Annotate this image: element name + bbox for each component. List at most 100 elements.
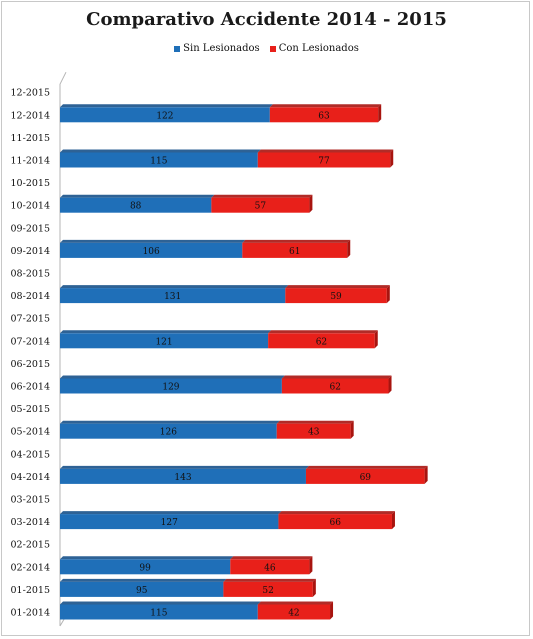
bar-sin-lesionados [60,468,306,484]
legend-swatch-con-lesionados [269,45,276,52]
bar-con-lesionados [305,468,425,484]
category-label: 04-2015 [11,449,50,460]
data-label: 66 [329,518,341,528]
data-label: 42 [288,609,299,619]
bar-side-face [309,556,313,575]
bar-top-face [257,149,394,153]
data-label: 69 [360,473,372,483]
category-label: 05-2014 [11,427,50,438]
bar-con-lesionados [211,197,310,213]
bar-top-face [60,149,261,153]
legend-item-sin-lesionados: Sin Lesionados [174,43,260,54]
bar-side-face [391,511,395,530]
bar-top-face [257,601,334,605]
bar-top-face [60,601,261,605]
bar-side-face [347,239,351,258]
bar-top-face [211,194,313,198]
bar-con-lesionados [285,288,387,304]
category-label: 10-2015 [11,178,50,189]
bar-con-lesionados [230,559,310,575]
bar-top-face [281,375,392,379]
bar-sin-lesionados [60,152,258,168]
bar-con-lesionados [269,107,379,123]
data-label: 62 [329,383,340,393]
bar-top-face [242,239,351,243]
data-label: 143 [174,473,191,483]
data-label: 122 [156,111,173,121]
bar-sin-lesionados [60,514,279,530]
category-label: 06-2015 [11,359,50,370]
bar-side-face [378,104,382,123]
bar-sin-lesionados [60,378,282,394]
bar-side-face [330,601,334,620]
data-label: 57 [255,202,267,212]
bar-top-face [305,465,428,469]
bar-top-face [60,330,272,334]
bar-sin-lesionados [60,197,212,213]
bar-side-face [350,420,354,439]
data-label: 131 [164,292,181,302]
data-label: 77 [318,157,330,167]
bar-sin-lesionados [60,333,269,349]
data-label: 63 [318,111,330,121]
bar-side-face [309,194,313,213]
data-label: 129 [162,383,179,393]
category-label: 06-2014 [11,382,50,393]
bar-sin-lesionados [60,242,243,258]
bar-top-face [60,511,282,515]
bar-side-face [424,465,428,484]
category-label: 11-2015 [11,133,50,144]
bar-top-face [276,420,354,424]
data-label: 95 [136,586,148,596]
bar-top-face [60,285,289,289]
category-label: 09-2015 [11,223,50,234]
bar-top-face [285,285,390,289]
bar-sin-lesionados [60,423,277,439]
data-label: 106 [143,247,160,257]
axis-wall-back [59,71,67,626]
category-label: 01-2015 [11,585,50,596]
category-label: 10-2014 [11,201,50,212]
bar-top-face [223,578,316,582]
bar-con-lesionados [268,333,375,349]
data-label: 115 [150,157,167,167]
bar-con-lesionados [281,378,389,394]
data-label: 126 [160,428,177,438]
bar-con-lesionados [242,242,348,258]
bar-top-face [268,330,378,334]
data-label: 59 [330,292,342,302]
bar-sin-lesionados [60,559,231,575]
data-label: 127 [161,518,178,528]
bar-sin-lesionados [60,604,258,620]
bar-top-face [278,511,395,515]
category-label: 02-2014 [11,562,50,573]
legend-label-con-lesionados: Con Lesionados [278,43,359,54]
bar-side-face [312,578,316,597]
bar-con-lesionados [257,152,391,168]
bar-top-face [60,465,309,469]
bar-con-lesionados [278,514,392,530]
chart-title: Comparativo Accidente 2014 - 2015 [86,9,447,30]
bar-top-face [60,556,234,560]
category-label: 02-2015 [11,540,50,551]
legend-item-con-lesionados: Con Lesionados [269,43,359,54]
data-label: 121 [155,337,172,347]
bar-top-face [60,420,280,424]
data-label: 99 [139,563,151,573]
category-label: 12-2014 [11,110,50,121]
bar-side-face [390,149,394,168]
data-label: 61 [289,247,300,257]
category-label: 07-2014 [11,336,50,347]
legend-swatch-sin-lesionados [174,45,181,52]
category-label: 11-2014 [11,156,50,167]
data-label: 115 [150,609,167,619]
category-label: 09-2014 [11,246,50,257]
bar-top-face [269,104,382,108]
category-label: 08-2015 [11,269,50,280]
data-label: 43 [308,428,320,438]
data-label: 52 [262,586,273,596]
bar-top-face [60,194,215,198]
category-label: 12-2015 [11,88,50,99]
bar-sin-lesionados [60,288,286,304]
